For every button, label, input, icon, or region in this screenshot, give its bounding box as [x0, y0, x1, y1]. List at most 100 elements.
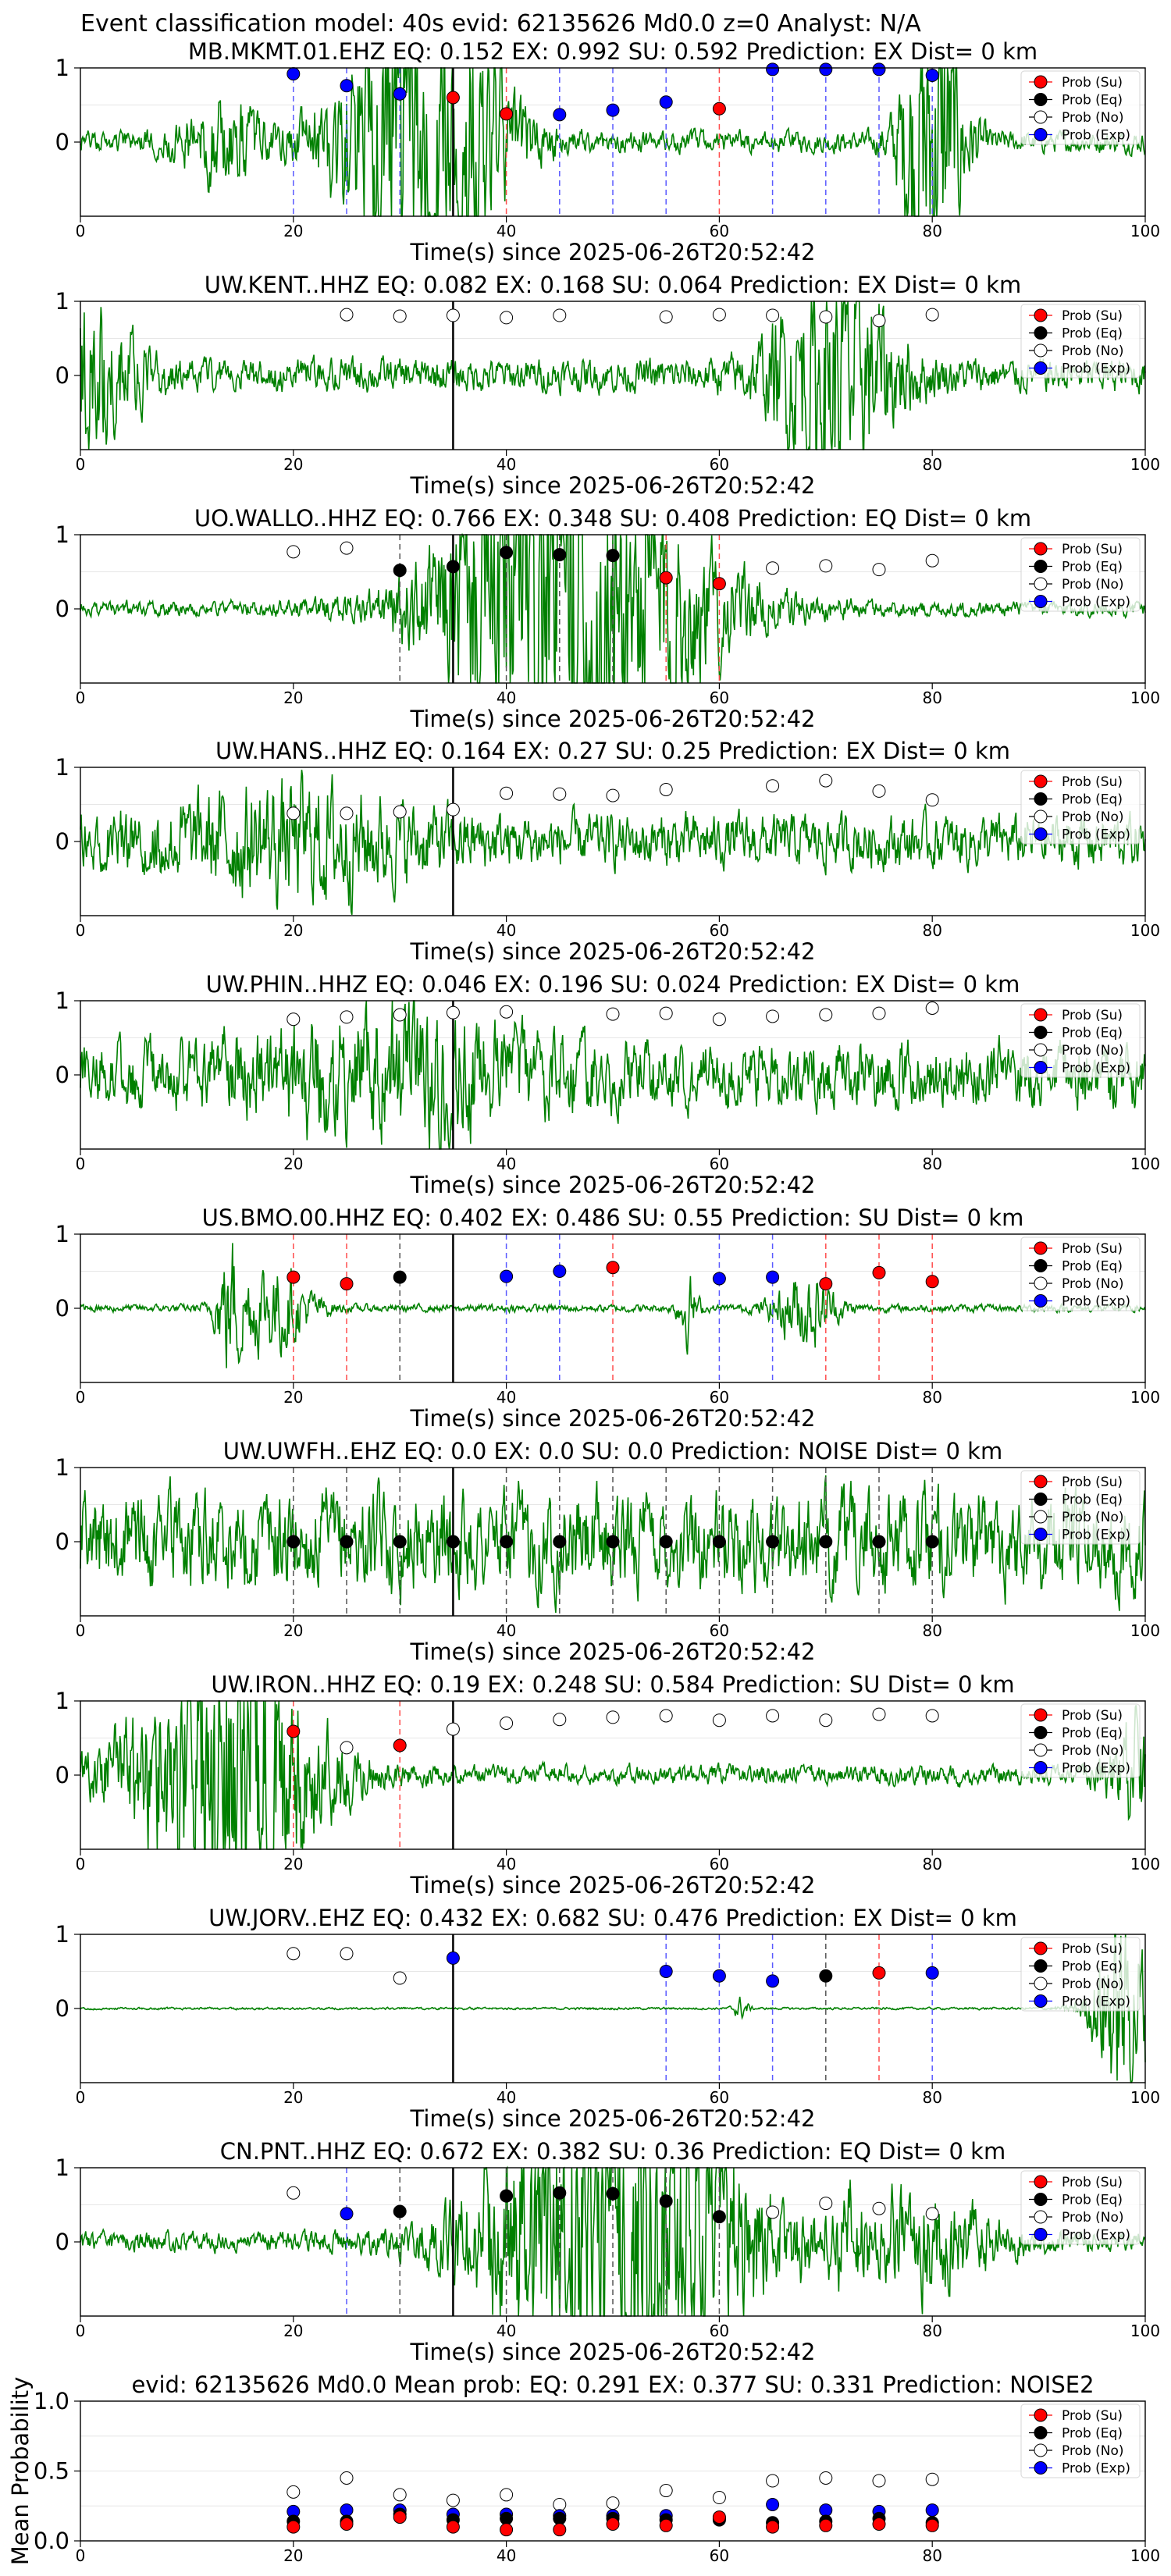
legend-label: Prob (Eq) — [1062, 2193, 1123, 2208]
legend-label: Prob (No) — [1062, 1743, 1124, 1759]
legend-label: Prob (Su) — [1062, 2408, 1123, 2424]
prob-marker-no — [287, 545, 301, 559]
prob-marker-exp — [287, 67, 301, 81]
x-tick-label: 80 — [922, 688, 941, 707]
legend-label: Prob (No) — [1062, 577, 1124, 592]
y-tick-label: 1 — [55, 754, 69, 781]
legend-label: Prob (No) — [1062, 2443, 1124, 2459]
legend-marker-su — [1034, 1941, 1048, 1955]
x-tick-label: 0 — [76, 2088, 86, 2107]
mean-marker-no — [500, 2488, 514, 2502]
prob-marker-no — [393, 1971, 407, 1985]
prob-marker-no — [766, 1709, 780, 1723]
prob-marker-no — [872, 563, 886, 577]
x-axis-label: Time(s) since 2025-06-26T20:52:42 — [410, 2339, 816, 2365]
legend: Prob (Su)Prob (Eq)Prob (No)Prob (Exp) — [1020, 1703, 1141, 1778]
y-tick-label: 1 — [55, 521, 69, 548]
prob-marker-exp — [553, 1265, 567, 1278]
mean-marker-no — [766, 2474, 780, 2488]
prob-marker-no — [819, 1713, 833, 1727]
x-tick-label: 20 — [283, 1855, 303, 1873]
station-panel: UW.KENT..HHZ EQ: 0.082 EX: 0.168 SU: 0.0… — [55, 272, 1161, 499]
figure-title: Event classification model: 40s evid: 62… — [80, 10, 921, 37]
panel-title: CN.PNT..HHZ EQ: 0.672 EX: 0.382 SU: 0.36… — [220, 2138, 1005, 2165]
x-tick-label: 20 — [283, 2088, 303, 2107]
legend-label: Prob (Exp) — [1062, 361, 1130, 377]
legend-box — [1020, 1003, 1141, 1078]
prob-marker-eq — [393, 564, 407, 578]
legend-label: Prob (Su) — [1062, 2175, 1123, 2190]
x-tick-label: 60 — [710, 688, 729, 707]
prob-marker-eq — [553, 2186, 567, 2200]
legend-box — [1020, 1236, 1141, 1311]
prob-marker-no — [606, 1710, 620, 1724]
prob-marker-exp — [925, 1966, 939, 1980]
legend-box — [1020, 304, 1141, 379]
x-tick-label: 80 — [922, 222, 941, 240]
prob-marker-exp — [340, 2207, 354, 2221]
y-axis-label: Mean Probability — [7, 2377, 34, 2566]
mean-marker-su — [819, 2518, 833, 2532]
x-tick-label: 20 — [283, 1155, 303, 1173]
station-panel: UW.IRON..HHZ EQ: 0.19 EX: 0.248 SU: 0.58… — [55, 1671, 1161, 1898]
prob-marker-exp — [766, 1270, 780, 1284]
legend-marker-no — [1034, 1510, 1048, 1524]
mean-marker-no — [712, 2491, 726, 2505]
prob-marker-eq — [712, 2210, 726, 2224]
legend-label: Prob (No) — [1062, 1276, 1124, 1292]
legend-label: Prob (Exp) — [1062, 1994, 1130, 2010]
x-tick-label: 80 — [922, 1621, 941, 1640]
prob-marker-exp — [606, 103, 620, 117]
legend-label: Prob (Su) — [1062, 1708, 1123, 1724]
prob-marker-eq — [819, 1969, 833, 1983]
prob-marker-no — [819, 774, 833, 788]
prob-marker-no — [925, 553, 939, 568]
legend-marker-exp — [1034, 128, 1048, 141]
y-tick-label: 0 — [55, 1762, 69, 1788]
prob-marker-eq — [393, 2204, 407, 2218]
prob-marker-exp — [712, 1969, 726, 1983]
mean-marker-no — [819, 2471, 833, 2485]
prob-marker-no — [872, 1006, 886, 1020]
legend: Prob (Su)Prob (Eq)Prob (No)Prob (Exp) — [1020, 770, 1141, 845]
prob-marker-su — [500, 107, 514, 121]
prob-marker-no — [819, 310, 833, 324]
panels: MB.MKMT.01.EHZ EQ: 0.152 EX: 0.992 SU: 0… — [7, 38, 1160, 2565]
legend-label: Prob (No) — [1062, 2210, 1124, 2226]
prob-marker-eq — [766, 1535, 780, 1549]
legend-marker-exp — [1034, 2228, 1048, 2241]
mean-marker-su — [925, 2518, 939, 2532]
prob-marker-no — [393, 1008, 407, 1022]
y-tick-label: 0 — [55, 1062, 69, 1088]
prob-marker-no — [340, 1741, 354, 1755]
x-tick-label: 20 — [283, 2322, 303, 2340]
legend-label: Prob (No) — [1062, 1976, 1124, 1992]
prob-marker-exp — [659, 95, 673, 109]
x-tick-label: 60 — [710, 1388, 729, 1407]
legend-marker-eq — [1034, 1026, 1048, 1039]
x-axis-label: Time(s) since 2025-06-26T20:52:42 — [410, 1172, 816, 1198]
mean-marker-su — [340, 2517, 354, 2532]
x-tick-label: 60 — [710, 2322, 729, 2340]
x-tick-label: 60 — [710, 2546, 729, 2565]
legend: Prob (Su)Prob (Eq)Prob (No)Prob (Exp) — [1020, 537, 1141, 612]
prob-marker-no — [925, 308, 939, 322]
panel-title: UW.IRON..HHZ EQ: 0.19 EX: 0.248 SU: 0.58… — [211, 1671, 1014, 1698]
y-tick-label: 0 — [55, 828, 69, 855]
x-tick-label: 0 — [76, 921, 86, 940]
prob-marker-exp — [393, 87, 407, 101]
prob-marker-no — [819, 2197, 833, 2211]
legend: Prob (Su)Prob (Eq)Prob (No)Prob (Exp) — [1020, 1937, 1141, 2012]
legend-label: Prob (Exp) — [1062, 1528, 1130, 1543]
y-tick-label: 1 — [55, 987, 69, 1014]
legend-label: Prob (Eq) — [1062, 93, 1123, 109]
prob-marker-su — [287, 1270, 301, 1284]
prob-marker-no — [872, 314, 886, 328]
panel-title: MB.MKMT.01.EHZ EQ: 0.152 EX: 0.992 SU: 0… — [188, 38, 1038, 65]
legend-marker-exp — [1034, 1294, 1048, 1308]
prob-marker-no — [766, 561, 780, 575]
prob-marker-no — [287, 806, 301, 820]
legend: Prob (Su)Prob (Eq)Prob (No)Prob (Exp) — [1020, 70, 1141, 145]
prob-marker-no — [712, 308, 726, 322]
